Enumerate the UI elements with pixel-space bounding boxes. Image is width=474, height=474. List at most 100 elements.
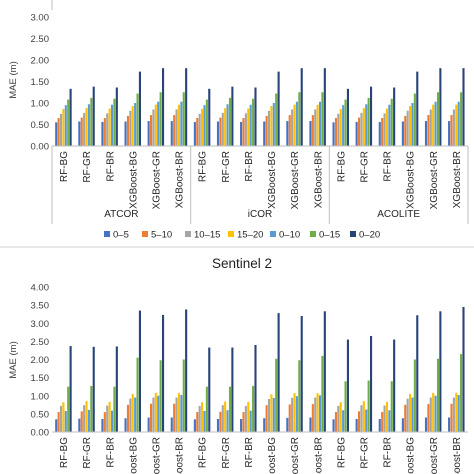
bar xyxy=(413,359,416,432)
legend-swatch xyxy=(104,231,110,237)
bar xyxy=(124,418,127,432)
bar xyxy=(170,417,173,432)
bar xyxy=(205,99,208,146)
bar xyxy=(293,104,296,146)
bar xyxy=(263,121,266,146)
bar xyxy=(429,397,432,432)
bar xyxy=(272,103,275,146)
bar xyxy=(103,118,106,146)
bar xyxy=(244,113,247,146)
bar xyxy=(224,108,227,146)
x-tick-label: RF-GR xyxy=(360,151,371,183)
bar xyxy=(291,109,294,146)
bar xyxy=(358,117,361,146)
bar xyxy=(57,118,60,146)
bar xyxy=(129,110,132,146)
bar xyxy=(85,401,88,432)
bar xyxy=(286,121,289,146)
x-tick-label: RF-BG xyxy=(336,151,347,182)
bar xyxy=(457,395,460,432)
bar xyxy=(90,97,93,146)
legend-label: 15–20 xyxy=(237,230,263,241)
bar xyxy=(344,381,347,432)
x-tick-label: RF-BR xyxy=(383,437,394,468)
bar xyxy=(334,118,337,146)
bar xyxy=(448,121,451,146)
bar xyxy=(177,393,181,432)
bar xyxy=(134,397,137,432)
bar xyxy=(332,122,335,146)
y-tick-label: 0.50 xyxy=(31,409,50,420)
bar xyxy=(252,98,255,146)
bar xyxy=(378,418,381,432)
bar xyxy=(288,115,291,146)
bar xyxy=(83,112,86,146)
bar xyxy=(103,412,106,432)
bar xyxy=(370,335,373,432)
x-tick-label: XGBoost-BR xyxy=(313,151,324,208)
bar xyxy=(401,418,404,432)
bar xyxy=(462,68,465,146)
bar xyxy=(337,405,340,432)
bar xyxy=(411,397,414,432)
x-tick-label: XGBoost-BR xyxy=(452,151,463,208)
bar xyxy=(416,315,419,432)
bar xyxy=(365,104,368,146)
bar xyxy=(455,104,458,146)
bar xyxy=(138,71,141,146)
bar xyxy=(452,397,455,432)
bar xyxy=(240,418,243,432)
bar xyxy=(362,108,365,146)
y-tick-label: 0.00 xyxy=(31,428,50,439)
x-tick-label: XGBoost-GR xyxy=(152,437,163,474)
bar xyxy=(196,412,199,432)
bar xyxy=(110,410,114,432)
bar xyxy=(216,121,220,146)
group-label: ACOLITE xyxy=(377,209,420,220)
bar xyxy=(267,399,271,432)
bar xyxy=(90,385,93,432)
bar xyxy=(55,122,58,146)
bar xyxy=(314,397,317,432)
bar xyxy=(64,410,67,432)
bar xyxy=(314,109,317,146)
bar xyxy=(228,97,232,146)
legend-swatch xyxy=(228,231,234,237)
bar xyxy=(272,397,275,432)
bar xyxy=(360,405,363,432)
bar xyxy=(62,109,65,146)
bar xyxy=(404,115,407,146)
bar xyxy=(62,402,65,432)
bar xyxy=(381,118,384,146)
bar xyxy=(339,402,342,432)
bar xyxy=(159,360,162,432)
x-tick-label: RF-GR xyxy=(82,437,93,469)
y-tick-label: 4.00 xyxy=(31,283,50,294)
bar xyxy=(406,110,409,146)
x-tick-label: RF-GR xyxy=(360,437,371,469)
bar xyxy=(439,311,442,432)
bar xyxy=(129,398,132,432)
bar xyxy=(321,92,324,146)
bar xyxy=(300,316,303,432)
bar xyxy=(226,410,229,432)
bar xyxy=(78,121,81,146)
bar xyxy=(175,109,178,146)
bar xyxy=(110,104,114,146)
bar xyxy=(115,346,118,432)
lower-bars xyxy=(55,306,465,433)
y-tick-label: 3.50 xyxy=(31,301,50,312)
bar xyxy=(201,109,204,146)
bar xyxy=(277,313,280,432)
bar xyxy=(406,398,409,432)
bar xyxy=(378,121,381,146)
bar xyxy=(381,412,384,432)
x-tick-label: XGBoost-BR xyxy=(175,437,186,474)
bar xyxy=(321,355,324,433)
bar xyxy=(180,395,183,432)
bar xyxy=(170,121,173,146)
bar xyxy=(203,105,206,146)
bar xyxy=(154,104,157,146)
legend-label: 0–10 xyxy=(279,230,300,241)
bar xyxy=(185,68,188,146)
